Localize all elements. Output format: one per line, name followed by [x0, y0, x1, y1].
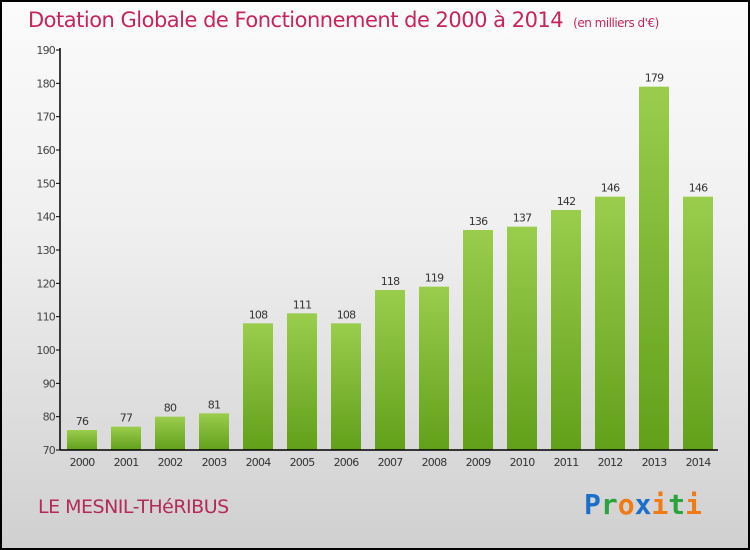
x-tick-label: 2000 [70, 456, 96, 469]
chart-subtitle: (en milliers d'€) [573, 16, 659, 30]
bar [419, 286, 449, 450]
y-tick-label: 70 [43, 444, 56, 457]
x-tick-label: 2011 [554, 456, 579, 469]
y-tick-label: 190 [36, 44, 55, 57]
x-tick-label: 2006 [334, 456, 360, 469]
data-label: 142 [557, 195, 576, 208]
x-tick-label: 2010 [510, 456, 536, 469]
logo-letter: i [651, 488, 669, 521]
data-label: 118 [381, 275, 400, 288]
bar [331, 323, 361, 450]
bar [507, 226, 537, 450]
title-text: Dotation Globale de Fonctionnement de 20… [28, 8, 564, 32]
bar [375, 290, 405, 450]
bar [551, 210, 581, 450]
y-tick-label: 180 [36, 77, 55, 90]
data-label: 81 [208, 398, 220, 411]
y-tick-label: 90 [43, 377, 56, 390]
data-label: 146 [601, 182, 620, 195]
logo-letter: o [617, 488, 635, 521]
bar [639, 86, 669, 451]
logo-letter: x [634, 488, 652, 521]
bar [199, 413, 229, 450]
x-tick-label: 2012 [598, 456, 623, 469]
logo-letter: r [600, 488, 618, 521]
data-label: 77 [120, 412, 133, 425]
x-tick-label: 2001 [114, 456, 139, 469]
bar [111, 426, 141, 450]
logo-letter: P [584, 488, 601, 521]
x-tick-label: 2003 [202, 456, 228, 469]
data-label: 119 [425, 272, 444, 285]
data-label: 179 [645, 72, 664, 85]
bar [243, 323, 273, 450]
proxiti-logo[interactable]: Proxiti [584, 488, 702, 521]
data-label: 137 [513, 212, 532, 225]
y-tick-label: 110 [36, 311, 55, 324]
data-label: 76 [76, 415, 89, 428]
y-tick-label: 80 [43, 411, 56, 424]
x-tick-label: 2008 [422, 456, 448, 469]
bar [683, 196, 713, 450]
y-tick-label: 130 [36, 244, 55, 257]
data-label: 108 [249, 308, 268, 321]
y-tick-label: 140 [36, 211, 55, 224]
y-tick-label: 120 [36, 277, 55, 290]
x-tick-label: 2004 [246, 456, 272, 469]
data-label: 136 [469, 215, 488, 228]
x-tick-label: 2009 [466, 456, 492, 469]
logo-letter: i [685, 488, 703, 521]
y-tick-label: 100 [36, 344, 55, 357]
y-tick-label: 160 [36, 144, 55, 157]
bar [287, 313, 317, 450]
logo-letter: t [668, 488, 686, 521]
x-tick-label: 2013 [642, 456, 668, 469]
y-tick-label: 150 [36, 177, 55, 190]
bar [67, 430, 97, 450]
x-tick-label: 2014 [686, 456, 712, 469]
bar [463, 230, 493, 450]
x-tick-label: 2007 [378, 456, 404, 469]
data-label: 108 [337, 308, 356, 321]
data-label: 80 [164, 402, 177, 415]
y-tick-label: 170 [36, 111, 55, 124]
data-label: 146 [689, 182, 708, 195]
data-label: 111 [293, 298, 312, 311]
x-tick-label: 2005 [290, 456, 316, 469]
commune-name: LE MESNIL-THéRIBUS [38, 496, 229, 518]
chart-title: Dotation Globale de Fonctionnement de 20… [28, 8, 659, 32]
bar [155, 416, 185, 450]
x-tick-label: 2002 [158, 456, 183, 469]
bar [595, 196, 625, 450]
